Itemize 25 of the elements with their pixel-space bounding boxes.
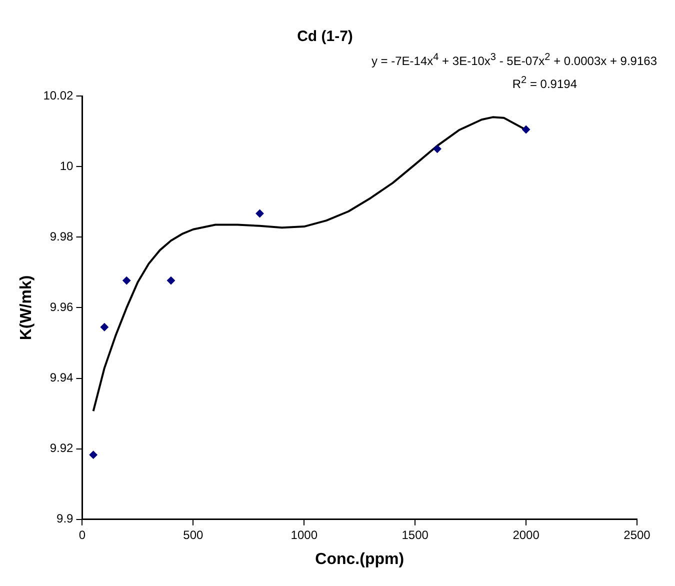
text: y = -7E-14x$^{4}$ + 3E-10x$^{3}$ - 5E-07x$^{2}$ + 0.0003x + 9.9163 xyxy=(371,51,657,70)
y-tick-label: 9.9 xyxy=(56,512,74,526)
y-tick-label: 9.94 xyxy=(50,370,74,385)
y-tick-label: 10.02 xyxy=(43,88,74,102)
x-tick-label: 0 xyxy=(78,528,86,542)
point xyxy=(522,126,530,134)
text: R$^{2}$ = 0.9194 xyxy=(511,74,578,93)
y-tick-label: 9.98 xyxy=(50,229,74,244)
x-tick-label: 2500 xyxy=(624,528,651,542)
x-tick-label: 500 xyxy=(183,528,204,542)
x-tick-label: 2000 xyxy=(512,528,540,542)
point xyxy=(256,209,264,218)
y-tick-label: 9.92 xyxy=(50,441,74,456)
point xyxy=(433,144,442,153)
point xyxy=(166,276,175,285)
chart-title: Cd (1-7) xyxy=(297,28,353,46)
x-tick-label: 1500 xyxy=(402,528,429,542)
x-tick-label: 1000 xyxy=(290,528,318,542)
y-axis-title: K(W/mk) xyxy=(18,275,36,340)
y-tick-label: 9.96 xyxy=(50,300,74,314)
point xyxy=(89,450,98,459)
x-axis-title: Conc.(ppm) xyxy=(315,550,404,568)
point xyxy=(100,323,108,332)
y-tick-label: 10 xyxy=(60,158,74,173)
point xyxy=(122,276,131,285)
